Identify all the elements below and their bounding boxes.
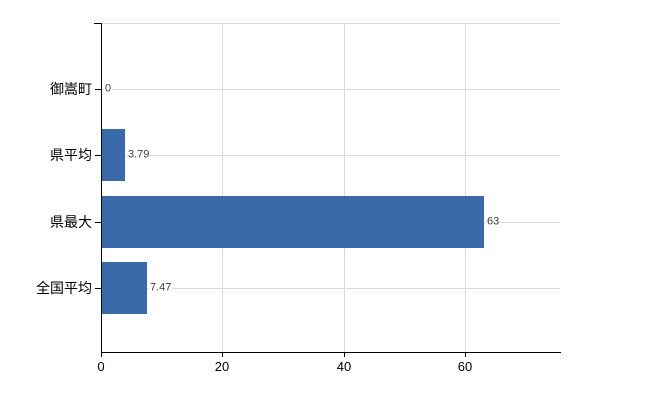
x-axis-tick [465,352,466,357]
x-gridline [344,23,345,352]
y-axis-tick [95,155,101,156]
x-tick-label: 40 [336,359,352,374]
y-axis-tick [95,288,101,289]
y-axis-top-tick [94,23,101,24]
category-label: 県最大 [50,214,92,230]
bar [102,262,147,314]
y-gridline [101,89,560,90]
x-axis-line [101,352,561,353]
y-axis-tick [95,222,101,223]
bar [102,196,484,248]
x-axis-tick [344,352,345,357]
x-axis-tick [101,352,102,357]
x-gridline [465,23,466,352]
value-label: 3.79 [127,148,151,162]
category-label: 御嵩町 [50,81,92,97]
category-label: 全国平均 [36,280,92,296]
x-gridline [222,23,223,352]
x-tick-label: 60 [457,359,473,374]
value-label: 7.47 [149,281,173,295]
category-label: 県平均 [50,147,92,163]
y-axis-line [101,23,102,353]
value-label: 63 [486,215,501,229]
plot-top-border [101,23,560,24]
x-tick-label: 20 [214,359,230,374]
y-gridline [101,288,560,289]
y-axis-tick [95,89,101,90]
x-tick-label: 0 [97,359,105,374]
value-label: 0 [104,82,113,96]
x-axis-tick [222,352,223,357]
y-gridline [101,155,560,156]
bar [102,129,125,181]
